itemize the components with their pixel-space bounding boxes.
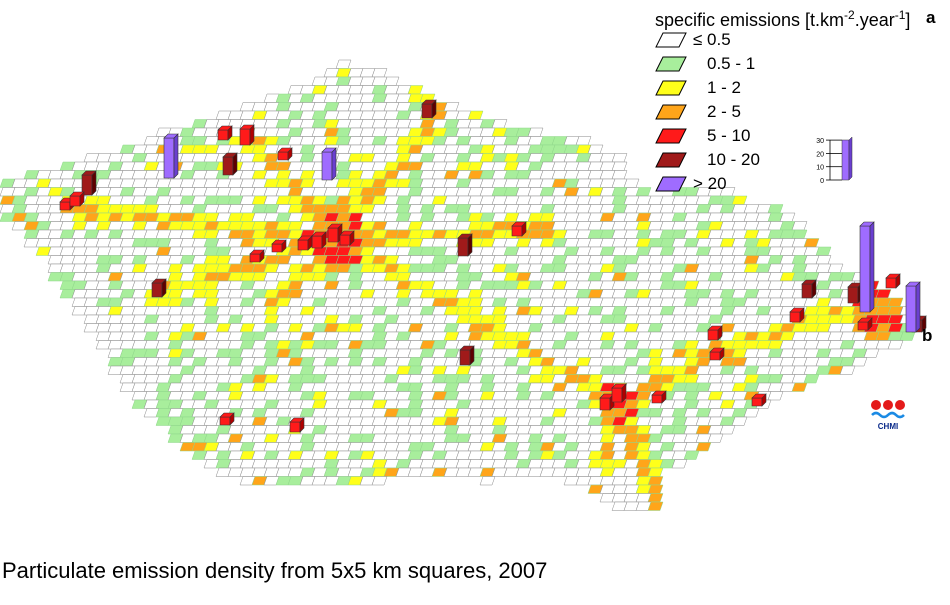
legend-item-3: 2 - 5 (655, 100, 741, 124)
legend-swatch-3 (655, 104, 687, 120)
grid-cell (803, 374, 820, 384)
legend-item-4: 5 - 10 (655, 124, 750, 148)
emission-bar-10 (69, 191, 85, 207)
legend-swatch-1 (655, 56, 687, 72)
emission-map: 30 20 10 0 (0, 59, 927, 511)
emission-bar-1 (421, 99, 437, 119)
grid-cell (671, 459, 688, 469)
grid-cell (371, 476, 388, 486)
scale-tick-label: 0 (820, 178, 824, 185)
legend-item-1: 0.5 - 1 (655, 52, 755, 76)
emission-bar-26 (789, 307, 805, 323)
emission-bars (59, 99, 927, 433)
figure-caption: Particulate emission density from 5x5 km… (2, 558, 548, 583)
grid-cell (887, 340, 904, 350)
grid-cell (683, 450, 700, 460)
emission-bar-33 (321, 147, 337, 181)
grid-cell (695, 442, 712, 452)
grid-cell (839, 365, 856, 375)
chmi-logo: CHMI (868, 398, 908, 431)
grid-cell (719, 425, 736, 435)
emission-bar-32 (163, 133, 179, 179)
emission-bar-3 (151, 278, 167, 298)
emission-bar-34 (859, 221, 875, 313)
emission-bar-15 (327, 223, 343, 243)
emission-bar-31 (709, 347, 725, 361)
legend-label-3: 2 - 5 (707, 102, 742, 121)
legend-title: specific emissions [t.km-2.year-1] (655, 8, 911, 30)
emission-bar-18 (511, 221, 527, 237)
grid-cell (743, 408, 760, 418)
emission-bar-29 (751, 393, 767, 407)
emission-bar-30 (651, 390, 667, 404)
emission-bar-6 (801, 279, 817, 299)
legend-label-5: 10 - 20 (707, 150, 760, 169)
chmi-logo-icon (871, 400, 905, 419)
scale-tick-label: 20 (816, 151, 824, 158)
emission-bar-14 (311, 231, 327, 249)
emission-bar-11 (217, 125, 233, 141)
panel-label-a: a (926, 8, 936, 27)
legend-item-2: 1 - 2 (655, 76, 741, 100)
emission-bar-27 (885, 273, 901, 289)
emission-bar-16 (339, 230, 355, 246)
legend-label-6: > 20 (693, 174, 727, 193)
emission-bar-19 (271, 239, 287, 253)
emission-bar-17 (297, 235, 313, 251)
legend-label-1: 0.5 - 1 (707, 54, 756, 73)
legend-label-4: 5 - 10 (707, 126, 751, 145)
emission-bar-25 (707, 325, 723, 341)
emission-bar-12 (239, 124, 255, 146)
scale-tick-label: 10 (816, 165, 824, 172)
emission-bar-4 (457, 233, 473, 257)
legend-swatch-2 (655, 80, 687, 96)
scale-tick-label: 30 (816, 138, 824, 145)
emission-bar-20 (249, 249, 265, 263)
emission-grid (0, 59, 916, 511)
emission-bar-2 (222, 152, 238, 176)
legend-item-5: 10 - 20 (655, 148, 760, 172)
legend-swatch-4 (655, 128, 687, 144)
chmi-logo-text: CHMI (877, 422, 899, 431)
emission-bar-24 (611, 383, 627, 403)
height-scale-bar: 30 20 10 0 (816, 136, 853, 185)
scale-bar-column (841, 136, 853, 181)
emission-bar-13 (277, 147, 293, 161)
legend-swatch-5 (655, 152, 687, 168)
legend-label-0: ≤ 0.5 (693, 30, 731, 49)
legend-swatch-0 (655, 32, 687, 48)
emission-bar-28 (857, 317, 873, 331)
grid-cell (707, 433, 724, 443)
panel-label-b: b (922, 326, 933, 345)
legend-item-6: > 20 (655, 172, 727, 196)
legend-swatch-6 (655, 176, 687, 192)
grid-cell (335, 59, 352, 69)
grid-cell (731, 416, 748, 426)
grid-cell (851, 357, 868, 367)
emission-bar-21 (289, 417, 305, 433)
emission-bar-35 (905, 281, 921, 333)
legend: specific emissions [t.km-2.year-1] ≤ 0.5… (655, 4, 947, 193)
grid-cell (647, 501, 664, 511)
grid-cell (791, 382, 808, 392)
grid-cell (479, 476, 496, 486)
grid-cell (863, 348, 880, 358)
emission-bar-22 (219, 412, 235, 426)
grid-cell (767, 391, 784, 401)
emission-bar-0 (81, 170, 97, 196)
legend-label-2: 1 - 2 (707, 78, 742, 97)
emission-bar-5 (459, 345, 475, 366)
legend-item-0: ≤ 0.5 (655, 28, 731, 52)
